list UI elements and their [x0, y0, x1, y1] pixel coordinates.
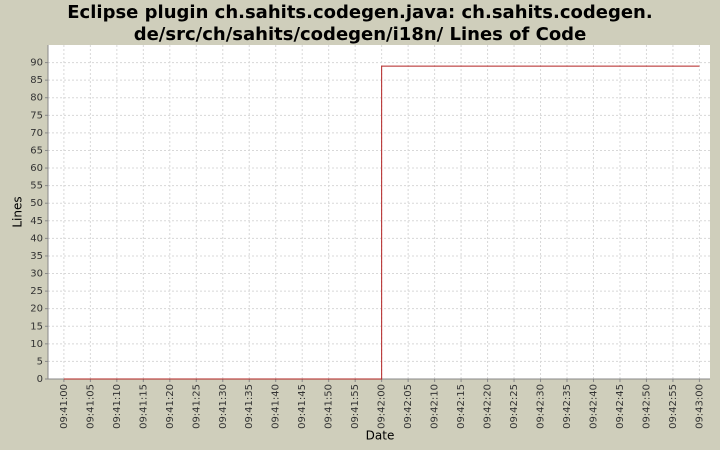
y-tick-label: 65 [30, 145, 43, 156]
y-axis-label: Lines [11, 196, 25, 227]
x-tick-label: 09:41:15 [138, 384, 149, 429]
y-tick-label: 40 [30, 233, 43, 244]
chart-title: de/src/ch/sahits/codegen/i18n/ Lines of … [134, 24, 587, 45]
x-tick-label: 09:41:55 [350, 384, 361, 429]
y-tick-label: 15 [30, 321, 43, 332]
x-tick-label: 09:42:10 [430, 384, 441, 429]
y-tick-label: 30 [30, 269, 43, 280]
x-tick-label: 09:41:45 [297, 384, 308, 429]
x-tick-label: 09:42:00 [377, 384, 388, 429]
x-tick-label: 09:41:35 [244, 384, 255, 429]
y-tick-label: 45 [30, 216, 43, 227]
data-line [63, 65, 700, 380]
y-tick-label: 90 [30, 58, 43, 69]
x-tick-label: 09:42:45 [615, 384, 626, 429]
y-tick-label: 50 [30, 198, 43, 209]
chart-title: Eclipse plugin ch.sahits.codegen.java: c… [67, 2, 652, 23]
x-tick-label: 09:42:30 [536, 384, 547, 429]
y-tick-label: 60 [30, 163, 43, 174]
y-tick-label: 10 [30, 339, 43, 350]
x-tick-label: 09:41:50 [324, 384, 335, 429]
x-tick-label: 09:42:50 [641, 384, 652, 429]
y-tick-label: 20 [30, 304, 43, 315]
y-tick-label: 85 [30, 75, 43, 86]
y-tick-label: 25 [30, 286, 43, 297]
y-tick-label: 5 [37, 356, 43, 367]
y-tick-label: 0 [37, 374, 43, 385]
x-tick-label: 09:43:00 [694, 384, 705, 429]
x-tick-label: 09:41:20 [165, 384, 176, 429]
x-tick-label: 09:41:25 [191, 384, 202, 429]
x-tick-label: 09:41:10 [112, 384, 123, 429]
x-tick-label: 09:41:00 [59, 384, 70, 429]
x-tick-label: 09:41:40 [271, 384, 282, 429]
x-tick-label: 09:42:55 [668, 384, 679, 429]
x-tick-label: 09:42:40 [588, 384, 599, 429]
x-tick-label: 09:42:35 [562, 384, 573, 429]
y-tick-label: 55 [30, 181, 43, 192]
y-tick-label: 80 [30, 93, 43, 104]
x-tick-label: 09:42:25 [509, 384, 520, 429]
y-tick-label: 75 [30, 110, 43, 121]
plot-area [48, 45, 710, 379]
x-axis-label: Date [366, 429, 395, 443]
x-tick-label: 09:42:20 [483, 384, 494, 429]
x-tick-label: 09:41:05 [85, 384, 96, 429]
y-tick-label: 35 [30, 251, 43, 262]
x-tick-label: 09:42:05 [403, 384, 414, 429]
x-tick-label: 09:42:15 [456, 384, 467, 429]
x-tick-label: 09:41:30 [218, 384, 229, 429]
y-tick-label: 70 [30, 128, 43, 139]
